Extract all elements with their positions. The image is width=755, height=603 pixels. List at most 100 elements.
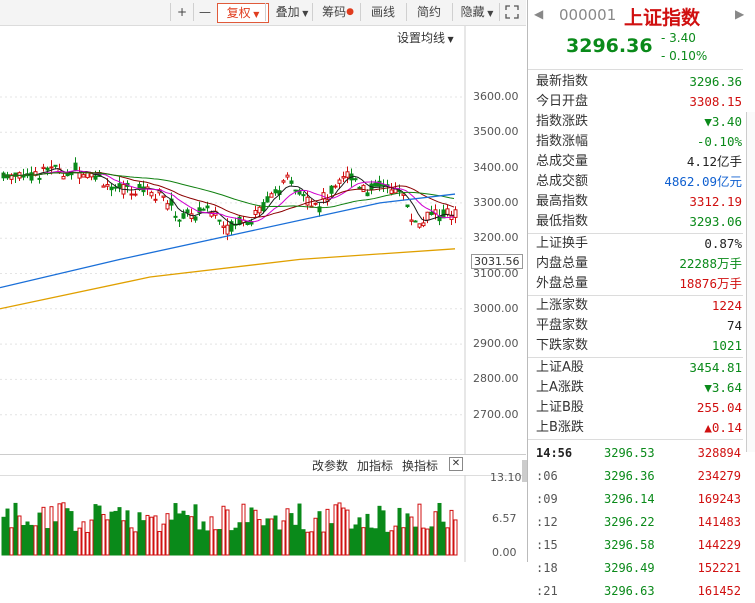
volume-bar [17, 515, 22, 556]
volume-bar [373, 528, 378, 556]
candle-body [445, 208, 450, 215]
stat-value: ▼3.40 [704, 114, 742, 129]
kline-chart[interactable]: 设置均线 ▼ 3600.00 3500.00 3400.00 3300.00 3200.… [0, 26, 526, 454]
candle-body [173, 215, 178, 218]
volume-bar [21, 525, 26, 556]
candle-body [109, 186, 114, 191]
vol-tick-mid: 6.57 [492, 512, 517, 525]
volume-bar [193, 504, 198, 556]
volume-bar [289, 513, 294, 556]
volume-bar [101, 513, 106, 556]
volume-bar [405, 513, 410, 556]
candle-body [417, 223, 422, 228]
volume-bar [453, 519, 458, 556]
stat-row: 指数涨幅 -0.10% [536, 132, 742, 152]
volume-bar [5, 508, 10, 556]
stat-label: 指数涨跌 [536, 114, 589, 129]
volume-bar [365, 513, 370, 556]
tick-price: 3296.36 [604, 469, 655, 483]
volume-bar [181, 510, 186, 556]
volume-bar [433, 511, 438, 556]
volume-bar [437, 502, 442, 556]
dropdown-caret-icon: ▼ [484, 9, 494, 18]
stat-label: 下跌家数 [536, 338, 589, 353]
low-price-marker: 3031.56 [471, 254, 523, 269]
volume-bar [377, 505, 382, 556]
volume-bar [293, 524, 298, 556]
prev-stock-icon[interactable]: ◀ [534, 7, 544, 21]
close-indicator-icon[interactable]: ✕ [449, 457, 463, 471]
stat-label: 上证A股 [536, 360, 584, 375]
vol-tick-zero: 0.00 [492, 546, 517, 559]
ma-settings-dropdown[interactable]: 设置均线 ▼ [397, 29, 454, 46]
diejia-dropdown[interactable]: 叠加 ▼ [265, 3, 318, 21]
candle-body [293, 189, 298, 192]
side-panel-edge [746, 112, 755, 452]
volume-bar [157, 531, 162, 556]
fuquan-dropdown[interactable]: 复权 ▼ [217, 3, 269, 23]
volume-bar [113, 510, 118, 556]
next-stock-icon[interactable]: ▶ [735, 7, 745, 21]
tick-row: :09 3296.14 169243 [536, 488, 751, 511]
volume-bar [273, 515, 278, 556]
candle-body [73, 162, 78, 171]
volume-bar [1, 516, 6, 556]
candle-body [133, 193, 138, 196]
volume-bar [341, 507, 346, 556]
zoom-out-button[interactable]: — [193, 3, 216, 21]
candle-body [129, 193, 134, 196]
candle-body [337, 179, 342, 184]
candle-body [265, 196, 270, 203]
stat-row: 上证A股 3454.81 [536, 358, 742, 378]
candle-body [193, 216, 198, 221]
tick-row: :18 3296.49 152221 [536, 557, 751, 580]
candle-body [21, 175, 26, 178]
candle-body [93, 175, 98, 180]
tick-time: :21 [536, 584, 558, 598]
volume-bar [145, 514, 150, 556]
candle-body [453, 209, 458, 218]
volume-bar [41, 506, 46, 556]
candle-body [429, 211, 434, 215]
huaxian-button[interactable]: 画线 [360, 3, 405, 21]
zoom-in-button[interactable]: + [170, 3, 193, 21]
volume-bar [33, 525, 38, 556]
candle-body [345, 171, 350, 178]
candle-body [333, 185, 338, 188]
stat-label: 平盘家数 [536, 318, 589, 333]
y-axis-tick: 3100.00 [473, 266, 519, 280]
panel-splitter-handle[interactable] [522, 460, 527, 482]
candle-body [413, 220, 418, 223]
chart-toolbar: + — 复权 ▼ 叠加 ▼ 筹码● 画线 简约 隐藏 ▼ [0, 0, 526, 26]
volume-bar [393, 525, 398, 556]
volume-bar [233, 527, 238, 556]
volume-bar [237, 522, 242, 556]
volume-bar [325, 508, 330, 556]
candle-body [217, 219, 222, 222]
stat-label: 今日开盘 [536, 94, 589, 109]
swap-indicator-button[interactable]: 换指标 [402, 459, 439, 473]
volume-bar [305, 531, 310, 556]
moving-average-line [1, 170, 455, 223]
divider [528, 439, 743, 440]
volume-bar [169, 519, 174, 556]
yincang-dropdown[interactable]: 隐藏 ▼ [452, 3, 501, 21]
stat-label: 最高指数 [536, 194, 589, 209]
change-params-button[interactable]: 改参数 [312, 459, 349, 473]
volume-bar [361, 527, 366, 556]
candle-body [305, 196, 310, 206]
volume-bar [389, 530, 394, 556]
tick-volume: 161452 [697, 584, 741, 598]
fuquan-label: 复权 [226, 6, 251, 20]
chouma-button[interactable]: 筹码● [312, 3, 363, 21]
volume-bar [249, 507, 254, 556]
candle-body [365, 192, 370, 197]
candle-body [253, 210, 258, 215]
y-axis-tick: 3300.00 [473, 195, 519, 209]
stat-value: ▲0.14 [704, 420, 742, 435]
volume-bar [221, 505, 226, 556]
add-indicator-button[interactable]: 加指标 [357, 459, 394, 473]
candle-body [273, 189, 278, 194]
jianyue-button[interactable]: 简约 [406, 3, 451, 21]
fullscreen-icon[interactable] [499, 3, 524, 21]
